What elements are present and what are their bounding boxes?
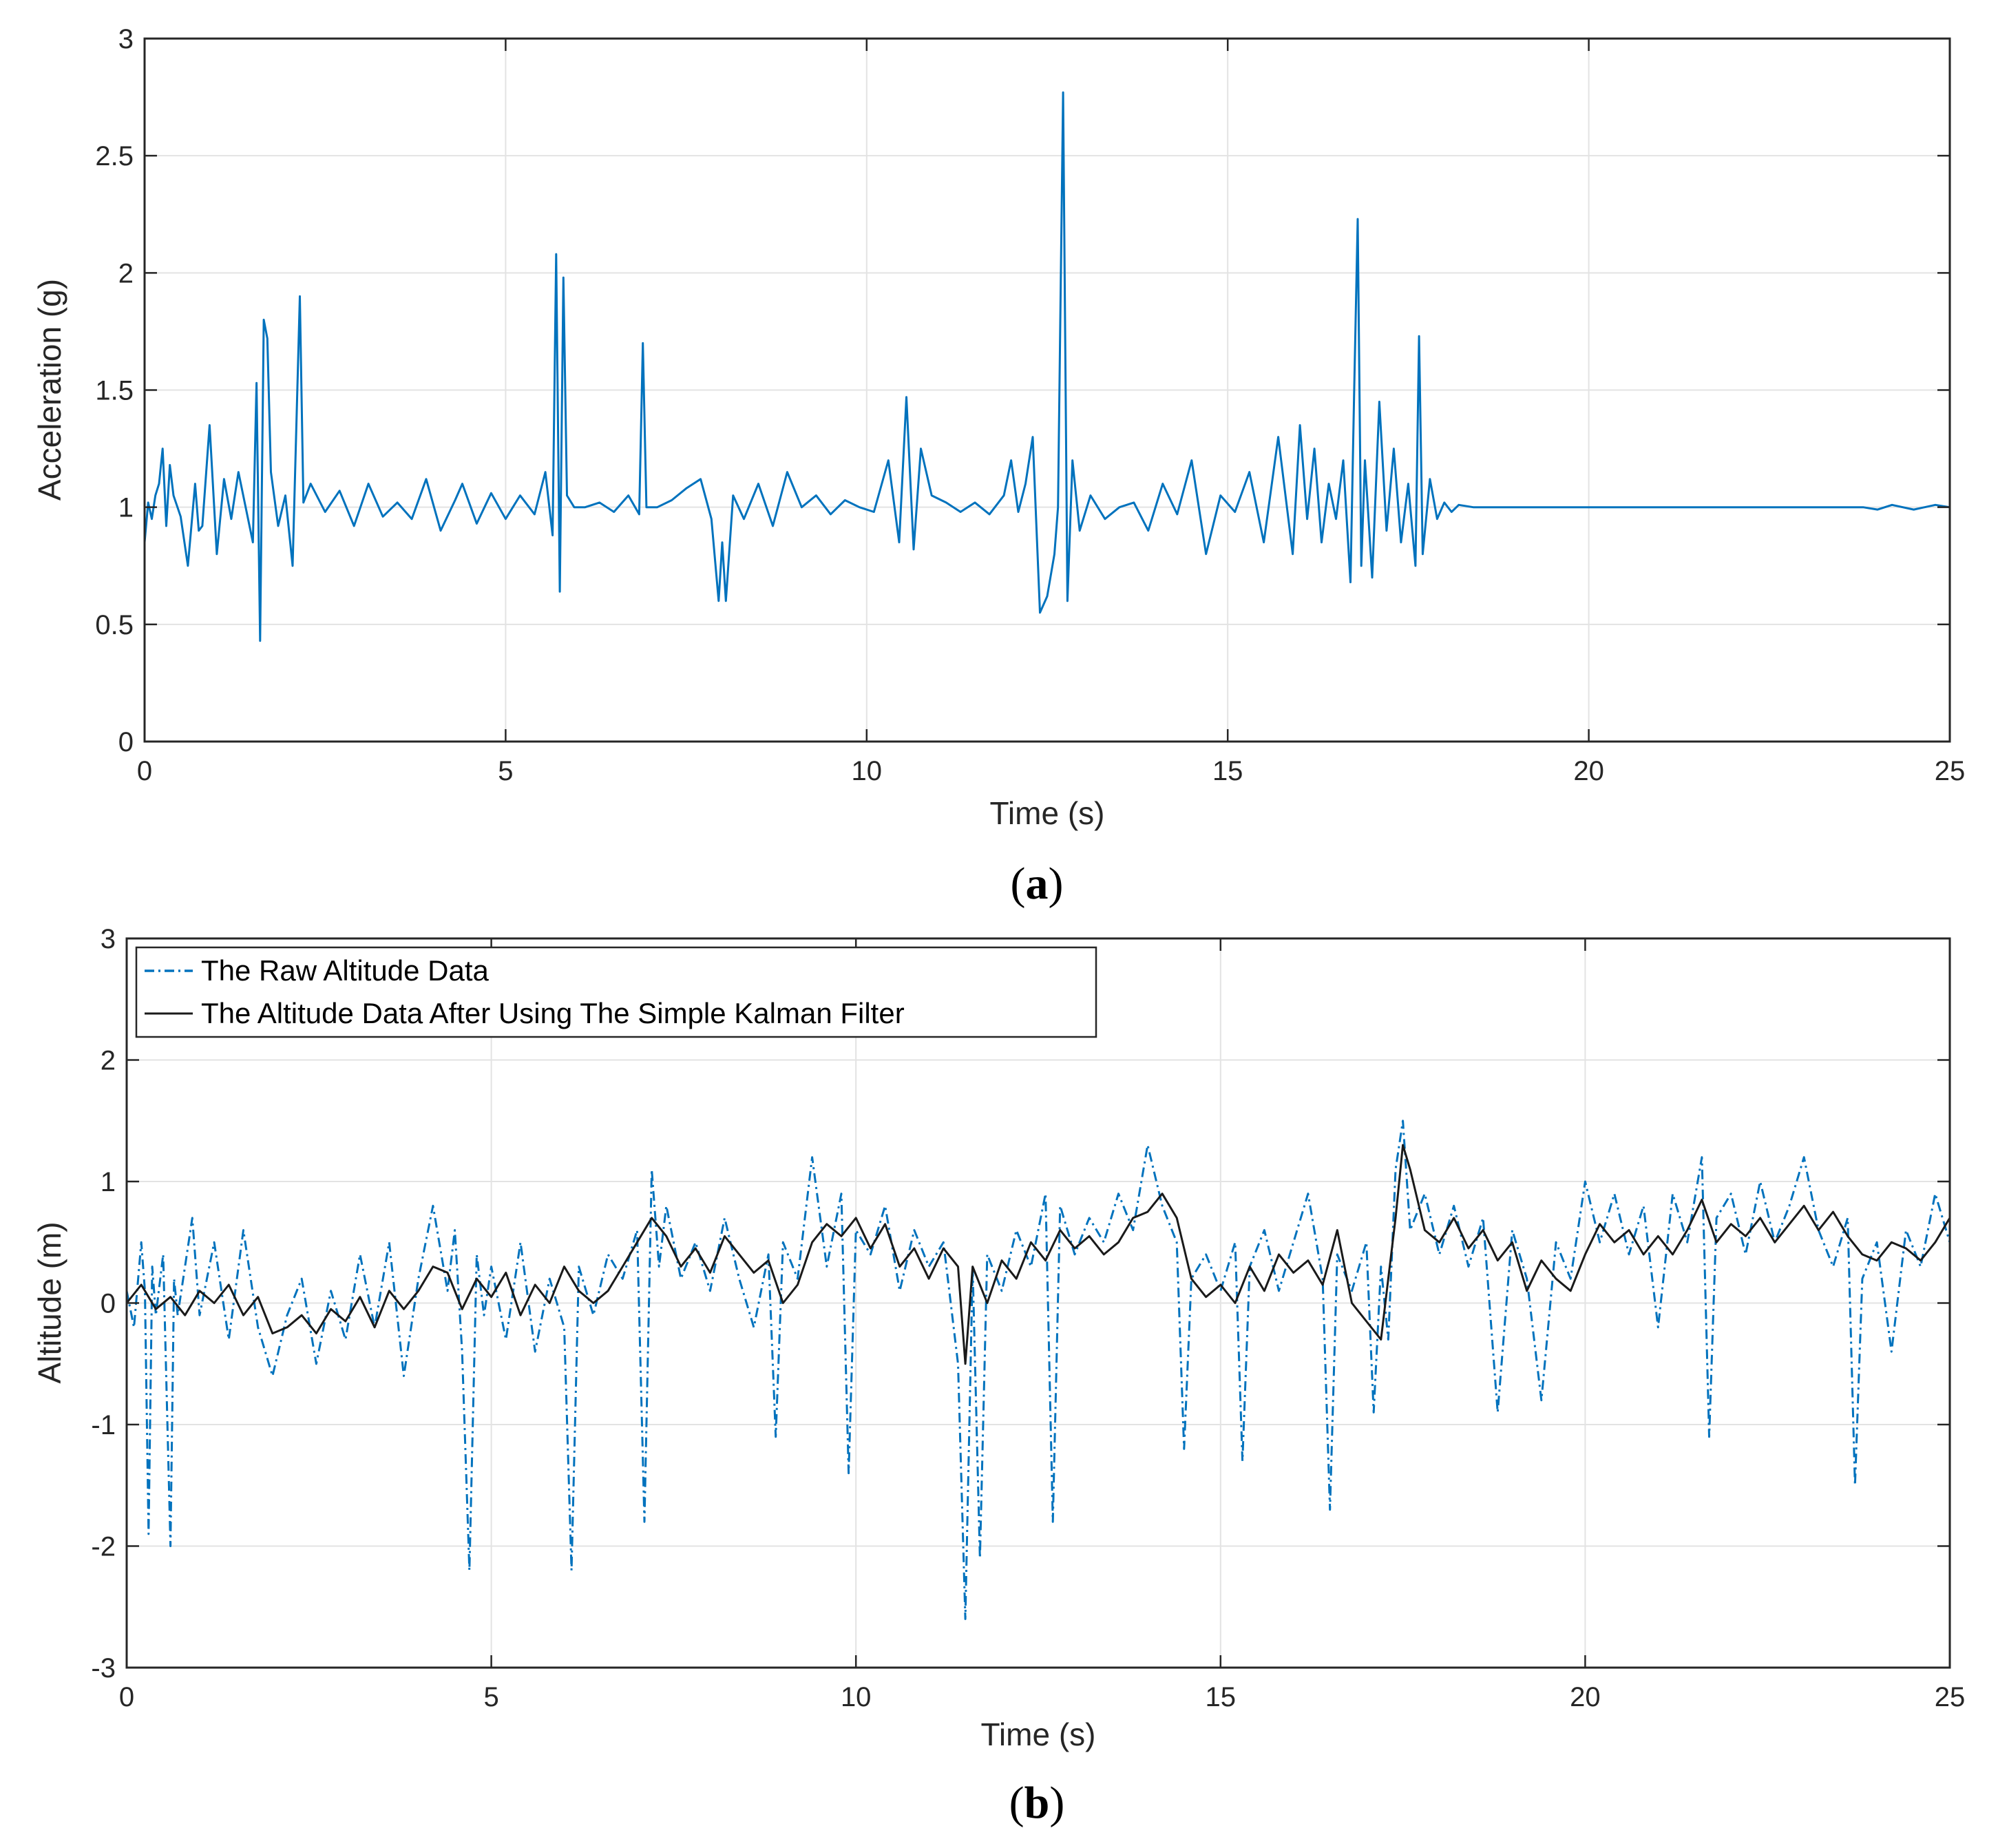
plot-b-xtick-label: 25	[1935, 1682, 1966, 1712]
plot-b-ytick-label: 3	[101, 924, 116, 954]
legend-box	[135, 946, 1097, 1038]
legend-raw-label: The Raw Altitude Data	[201, 954, 490, 987]
panel-b: 0 5 10 15 20 25 -3 -2 -1 0 1 2 3 The Raw Altitude Da…	[32, 924, 1965, 1828]
plot-b-xtick-label: 20	[1570, 1682, 1601, 1712]
plot-b-ytick-label: -2	[91, 1532, 116, 1562]
plot-b-ticks: 0 5 10 15 20 25 -3 -2 -1 0 1 2 3	[91, 924, 1965, 1712]
panel-a-label: (a)	[1011, 859, 1064, 909]
plot-b-xtick-label: 10	[841, 1682, 872, 1712]
plot-a-ytick-label: 1	[118, 493, 134, 523]
plot-b-xtick-label: 5	[483, 1682, 498, 1712]
plot-b-xtick-label: 0	[119, 1682, 134, 1712]
plot-b-ytick-label: 2	[101, 1046, 116, 1076]
plot-a-xtick-label: 10	[852, 756, 883, 786]
plot-a-xtick-label: 0	[137, 756, 152, 786]
plot-a-xtick-label: 15	[1212, 756, 1243, 786]
plot-b-xlabel: Time (s)	[981, 1716, 1096, 1752]
plot-a-ytick-label: 0.5	[95, 610, 134, 640]
plot-b-series	[125, 1120, 1951, 1620]
plot-a-xtick-label: 25	[1935, 756, 1966, 786]
plot-a-ytick-label: 2	[118, 258, 134, 288]
plot-b-series-line-0	[125, 1120, 1951, 1620]
plot-a-series	[143, 91, 1950, 642]
plot-a-series-line-0	[143, 91, 1950, 642]
plot-a-ytick-label: 3	[118, 24, 134, 54]
plot-b-ytick-label: -3	[91, 1653, 116, 1683]
panel-b-label: (b)	[1009, 1778, 1065, 1828]
plot-b-legend: The Raw Altitude Data The Altitude Data …	[135, 946, 1097, 1038]
plot-b-series-line-1	[125, 1144, 1951, 1365]
plot-b-ytick-label: 0	[101, 1289, 116, 1319]
plot-b-ytick-label: -1	[91, 1410, 116, 1440]
plot-a-xtick-label: 5	[498, 756, 513, 786]
plot-a-xlabel: Time (s)	[990, 795, 1105, 831]
panel-a: 0 5 10 15 20 25 0 0.5 1 1.5 2 2.5 3 Time (s) Acceler…	[32, 24, 1965, 909]
legend-kalman-label: The Altitude Data After Using The Simple…	[201, 997, 905, 1029]
plot-b-ylabel: Altitude (m)	[32, 1221, 67, 1383]
plot-a-ticks: 0 5 10 15 20 25 0 0.5 1 1.5 2 2.5 3	[95, 24, 1965, 786]
plot-a-ylabel: Acceleration (g)	[32, 279, 67, 501]
plot-a-ytick-label: 2.5	[95, 141, 134, 171]
plot-a-xtick-label: 20	[1573, 756, 1604, 786]
plot-b-ytick-label: 1	[101, 1167, 116, 1197]
plot-a-ytick-label: 0	[118, 727, 134, 757]
plot-a-ytick-label: 1.5	[95, 376, 134, 406]
plot-b-xtick-label: 15	[1206, 1682, 1237, 1712]
